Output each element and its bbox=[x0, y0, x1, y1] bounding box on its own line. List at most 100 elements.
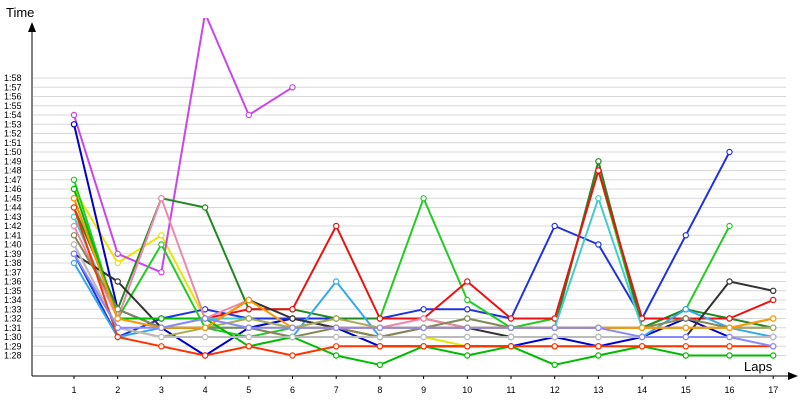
y-tick-label: 1:29 bbox=[4, 341, 22, 351]
y-tick-label: 1:36 bbox=[4, 277, 22, 287]
series-point bbox=[70, 232, 78, 239]
series-point bbox=[201, 204, 209, 211]
y-tick-label: 1:34 bbox=[4, 295, 22, 305]
x-axis-title: Laps bbox=[744, 359, 773, 374]
series-group bbox=[70, 18, 777, 368]
series-point bbox=[595, 195, 602, 202]
y-tick-label: 1:41 bbox=[4, 230, 22, 240]
series-point bbox=[464, 352, 471, 359]
series-point bbox=[70, 176, 78, 183]
y-tick-labels: 1:281:291:301:311:321:331:341:351:361:37… bbox=[4, 73, 22, 361]
series-point bbox=[245, 111, 252, 119]
x-tick-label: 5 bbox=[246, 385, 251, 395]
series-point bbox=[158, 315, 165, 322]
series-point bbox=[201, 324, 209, 331]
series-point bbox=[726, 333, 733, 341]
y-tick-label: 1:31 bbox=[4, 323, 22, 333]
x-tick-label: 14 bbox=[637, 385, 647, 395]
y-tick-label: 1:51 bbox=[4, 138, 22, 148]
series-point bbox=[682, 324, 690, 331]
series-point bbox=[464, 278, 471, 285]
series-point bbox=[551, 222, 558, 230]
series-point bbox=[158, 195, 165, 202]
series-line bbox=[73, 234, 774, 338]
series-point bbox=[638, 343, 646, 350]
x-tick-label: 17 bbox=[768, 385, 778, 395]
series-point bbox=[289, 306, 296, 313]
series-point bbox=[70, 241, 78, 248]
series-point bbox=[464, 306, 471, 313]
series-point bbox=[595, 352, 602, 359]
series-point bbox=[114, 250, 121, 257]
y-tick-label: 1:46 bbox=[4, 184, 22, 194]
series-point bbox=[70, 204, 78, 211]
series-point bbox=[638, 324, 646, 331]
series-point bbox=[289, 324, 296, 331]
y-tick-label: 1:58 bbox=[4, 73, 22, 83]
series-18 bbox=[70, 250, 777, 350]
series-point bbox=[420, 195, 427, 202]
series-point bbox=[289, 84, 296, 91]
series-1 bbox=[70, 185, 733, 350]
x-tick-label: 1 bbox=[71, 385, 76, 395]
series-point bbox=[464, 343, 471, 350]
series-point bbox=[726, 148, 733, 156]
series-point bbox=[158, 324, 165, 331]
series-point bbox=[70, 250, 78, 257]
series-point bbox=[376, 361, 384, 368]
y-tick-label: 1:55 bbox=[4, 101, 22, 111]
series-14 bbox=[70, 185, 777, 368]
series-point bbox=[507, 324, 515, 331]
y-tick-label: 1:50 bbox=[4, 147, 22, 157]
series-point bbox=[595, 158, 602, 165]
series-point bbox=[333, 222, 340, 230]
series-point bbox=[245, 315, 252, 322]
series-point bbox=[420, 343, 427, 350]
series-point bbox=[770, 333, 777, 341]
series-point bbox=[70, 185, 78, 193]
x-tick-label: 9 bbox=[421, 385, 426, 395]
y-tick-label: 1:54 bbox=[4, 110, 22, 120]
series-point bbox=[333, 333, 340, 341]
series-point bbox=[726, 352, 733, 359]
y-tick-label: 1:39 bbox=[4, 249, 22, 259]
series-line bbox=[73, 169, 731, 338]
series-point bbox=[420, 324, 427, 331]
series-point bbox=[245, 324, 252, 331]
y-tick-label: 1:52 bbox=[4, 129, 22, 139]
series-point bbox=[70, 111, 78, 119]
series-point bbox=[201, 315, 209, 322]
series-point bbox=[158, 269, 165, 276]
series-point bbox=[245, 333, 252, 341]
series-point bbox=[682, 352, 690, 359]
series-point bbox=[420, 306, 427, 313]
series-point bbox=[638, 333, 646, 341]
series-point bbox=[333, 315, 340, 322]
x-tick-label: 10 bbox=[462, 385, 472, 395]
series-point bbox=[114, 259, 121, 267]
series-point bbox=[464, 333, 471, 341]
series-point bbox=[595, 241, 602, 248]
series-point bbox=[595, 343, 602, 350]
x-tick-label: 13 bbox=[593, 385, 603, 395]
series-point bbox=[770, 296, 777, 304]
y-tick-label: 1:45 bbox=[4, 193, 22, 203]
y-axis-title: Time bbox=[6, 5, 34, 20]
x-tick-label: 11 bbox=[506, 385, 515, 395]
series-point bbox=[333, 352, 340, 359]
y-tick-label: 1:57 bbox=[4, 82, 22, 92]
series-point bbox=[158, 241, 165, 248]
series-point bbox=[726, 278, 733, 285]
series-point bbox=[551, 324, 558, 331]
series-point bbox=[507, 333, 515, 341]
series-point bbox=[770, 343, 777, 350]
series-point bbox=[70, 195, 78, 202]
series-point bbox=[333, 278, 340, 285]
x-tick-labels: 1 2 3 4 5 6 7 8 9 10 11 12 13 14 15 16 17 bbox=[71, 376, 778, 395]
series-point bbox=[770, 287, 777, 294]
series-point bbox=[114, 278, 121, 285]
series-point bbox=[682, 232, 690, 239]
series-point bbox=[114, 324, 121, 331]
x-axis-arrow-icon bbox=[788, 372, 798, 380]
